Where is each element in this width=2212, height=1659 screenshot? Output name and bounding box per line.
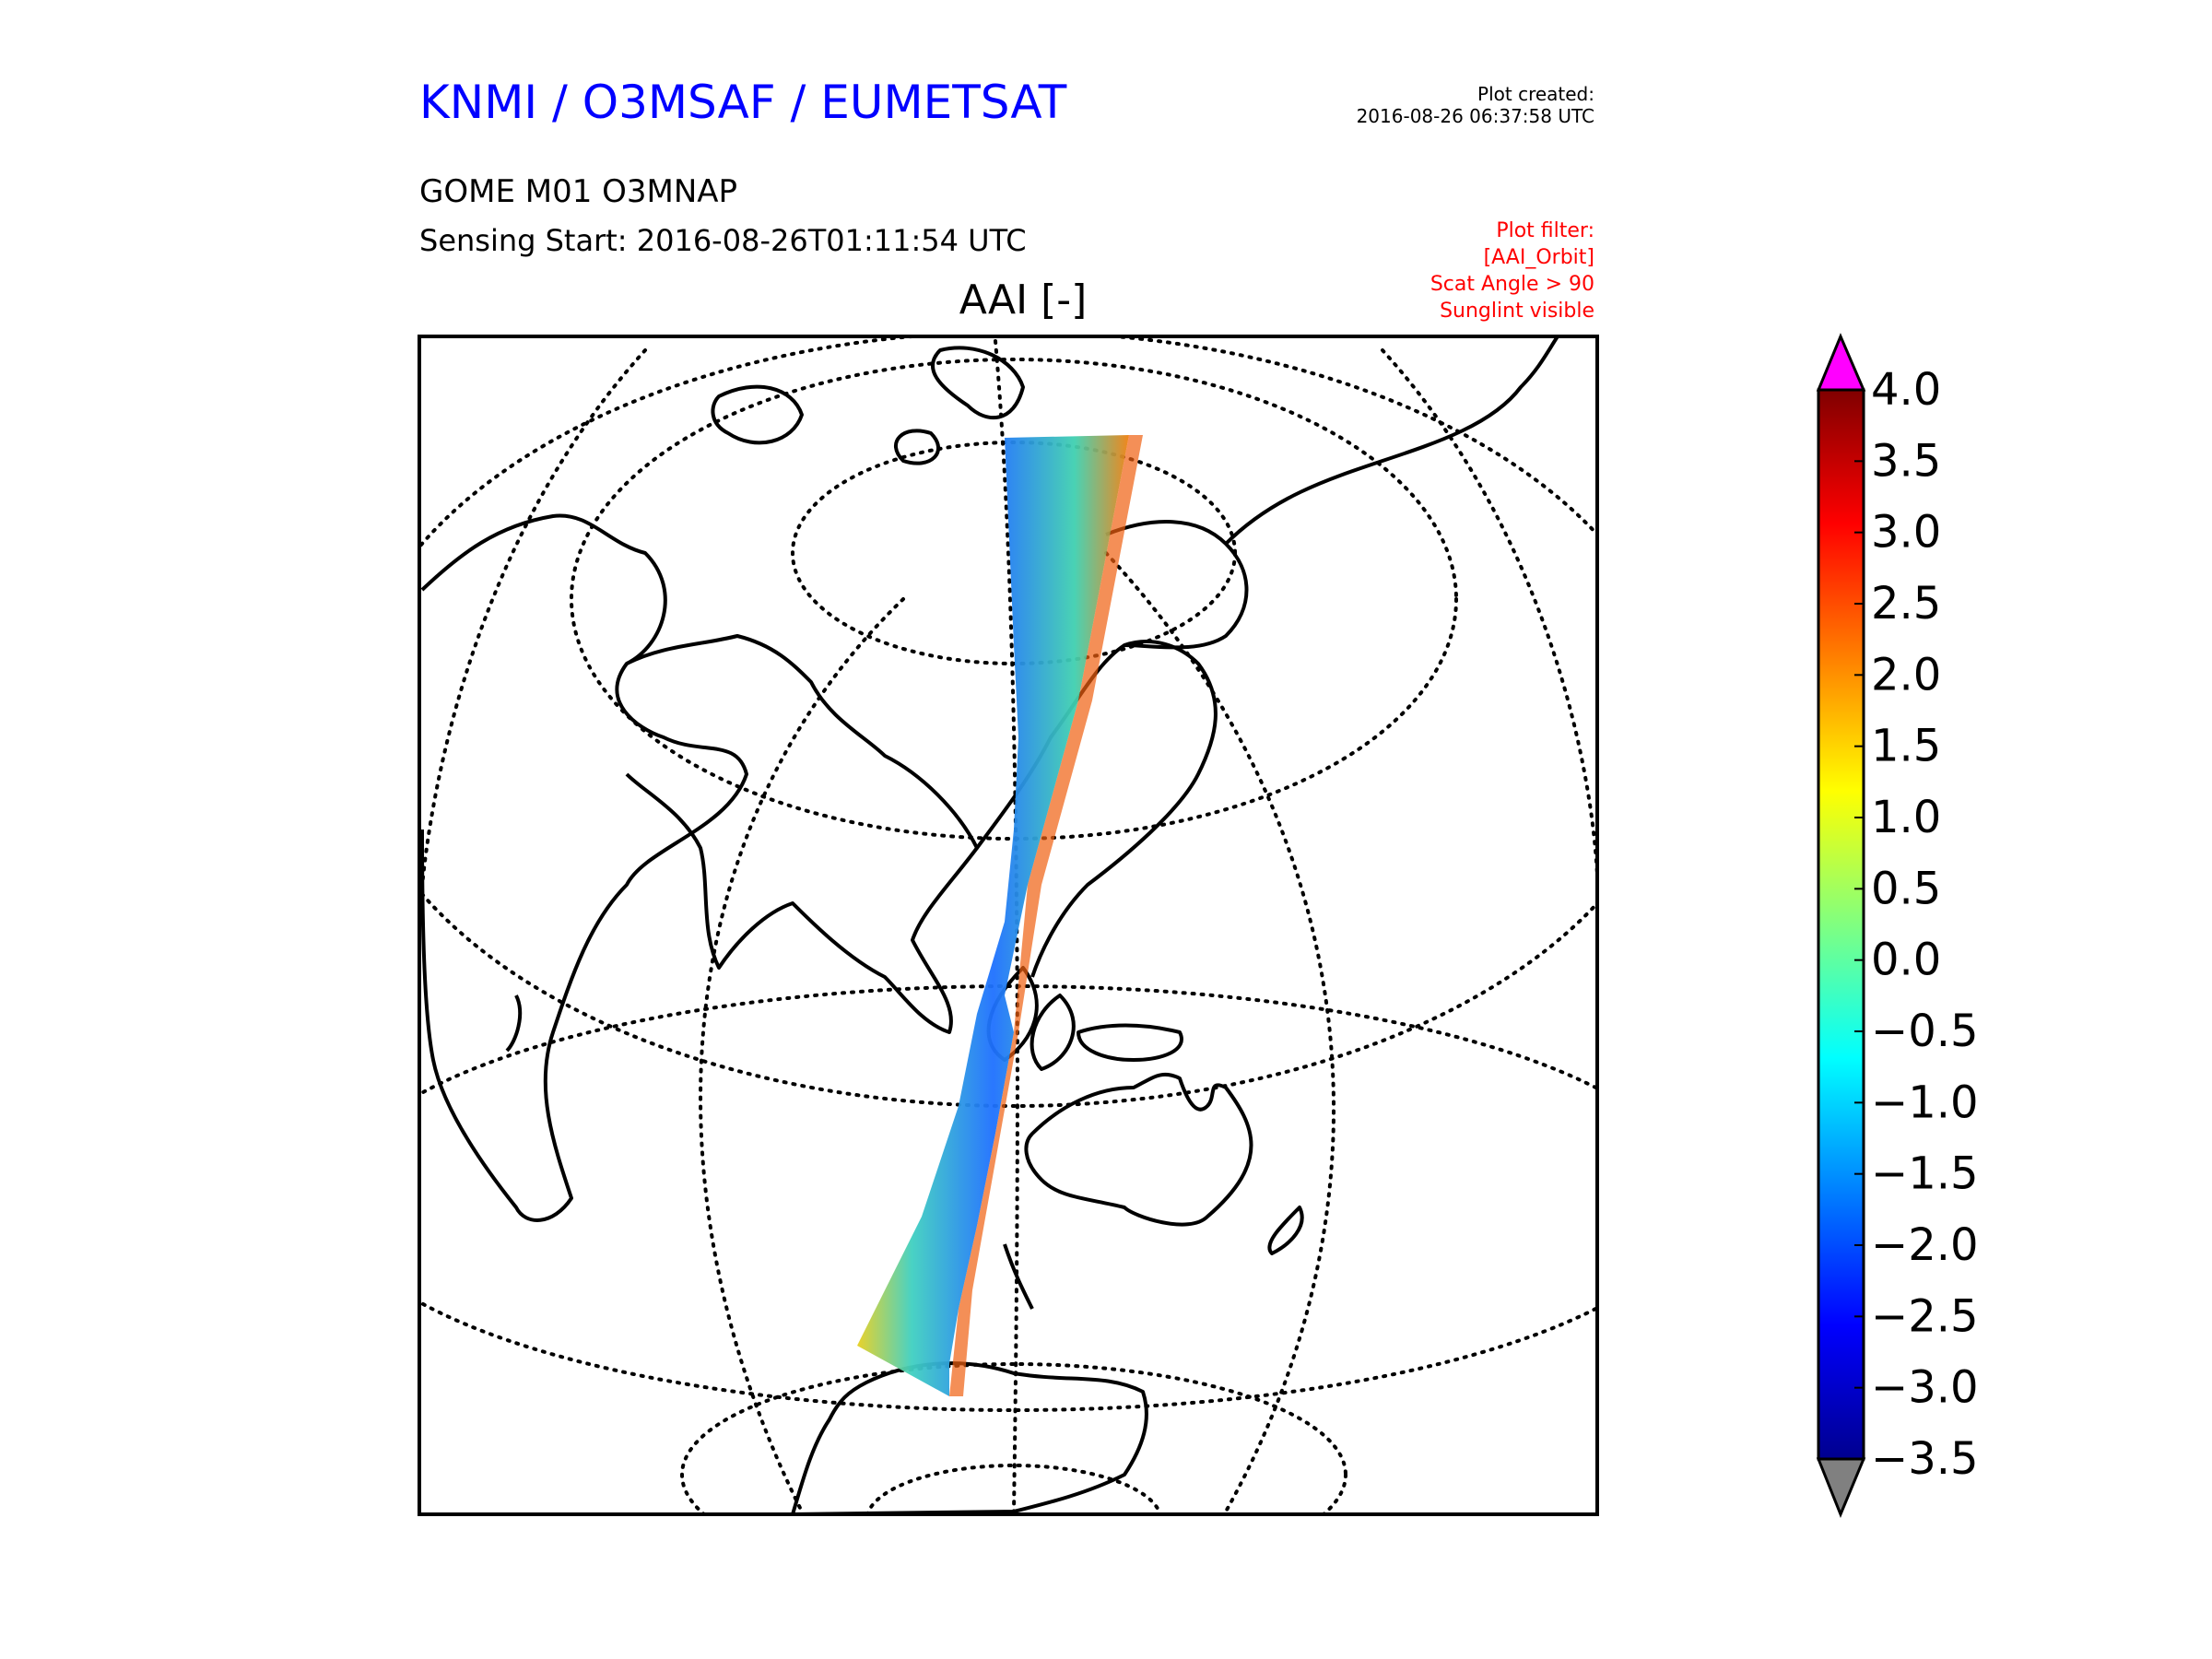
colorbar-ticks: 4.0 3.5 3.0 2.5 2.0 1.5 1.0 0.5 0.0 −0.5 −1.0 −1.5 −… [1854, 364, 1979, 1485]
colorbar-tick-label: 3.0 [1871, 507, 1941, 559]
colorbar-tick-label: 2.5 [1871, 578, 1941, 629]
colorbar-tick-label: 3.5 [1871, 435, 1941, 487]
colorbar-tick-label: 0.5 [1871, 863, 1941, 914]
swath-fill [857, 435, 1129, 1396]
colorbar-tick-label: −2.5 [1871, 1290, 1979, 1342]
filter-line: Sunglint visible [1440, 300, 1594, 323]
filter-line: Scat Angle > 90 [1430, 273, 1594, 296]
colorbar: 4.0 3.5 3.0 2.5 2.0 1.5 1.0 0.5 0.0 −0.5 −1.0 −1.5 −… [1816, 333, 1979, 1518]
plot-filter-info: Plot filter: [AAI_Orbit] Scat Angle > 90… [1430, 218, 1594, 324]
colorbar-tick-label: −3.5 [1871, 1433, 1979, 1485]
colorbar-tick-label: 2.0 [1871, 649, 1941, 700]
plot-created-time: 2016-08-26 06:37:58 UTC [1356, 105, 1594, 127]
coastlines [420, 336, 1559, 1514]
map-content [419, 336, 1597, 1514]
colorbar-tick-label: 4.0 [1871, 364, 1941, 416]
map-frame [418, 335, 1599, 1516]
colorbar-gradient [1817, 388, 1865, 1461]
filter-line: [AAI_Orbit] [1483, 246, 1594, 269]
colorbar-tick-label: 0.0 [1871, 935, 1941, 986]
plot-created-info: Plot created: 2016-08-26 06:37:58 UTC [1357, 83, 1594, 127]
colorbar-tick-label: −2.0 [1871, 1219, 1979, 1271]
sensing-start: Sensing Start: 2016-08-26T01:11:54 UTC [419, 223, 1027, 258]
field-title: AAI [-] [959, 276, 1088, 324]
aai-swath [857, 435, 1143, 1396]
colorbar-tick-label: −3.0 [1871, 1362, 1979, 1414]
colorbar-tick-label: −1.5 [1871, 1148, 1979, 1200]
product-name: GOME M01 O3MNAP [419, 173, 738, 210]
colorbar-tick-label: −1.0 [1871, 1077, 1979, 1128]
plot-created-label: Plot created: [1477, 83, 1594, 105]
colorbar-tick-label: 1.5 [1871, 721, 1941, 772]
colorbar-tick-label: −0.5 [1871, 1006, 1979, 1057]
filter-line: Plot filter: [1496, 219, 1594, 242]
colorbar-over-arrow [1816, 333, 1866, 392]
colorbar-tick-label: 1.0 [1871, 792, 1941, 843]
colorbar-under-arrow [1816, 1457, 1866, 1518]
swath-edge [949, 435, 1143, 1396]
header-title: KNMI / O3MSAF / EUMETSAT [419, 76, 1067, 129]
